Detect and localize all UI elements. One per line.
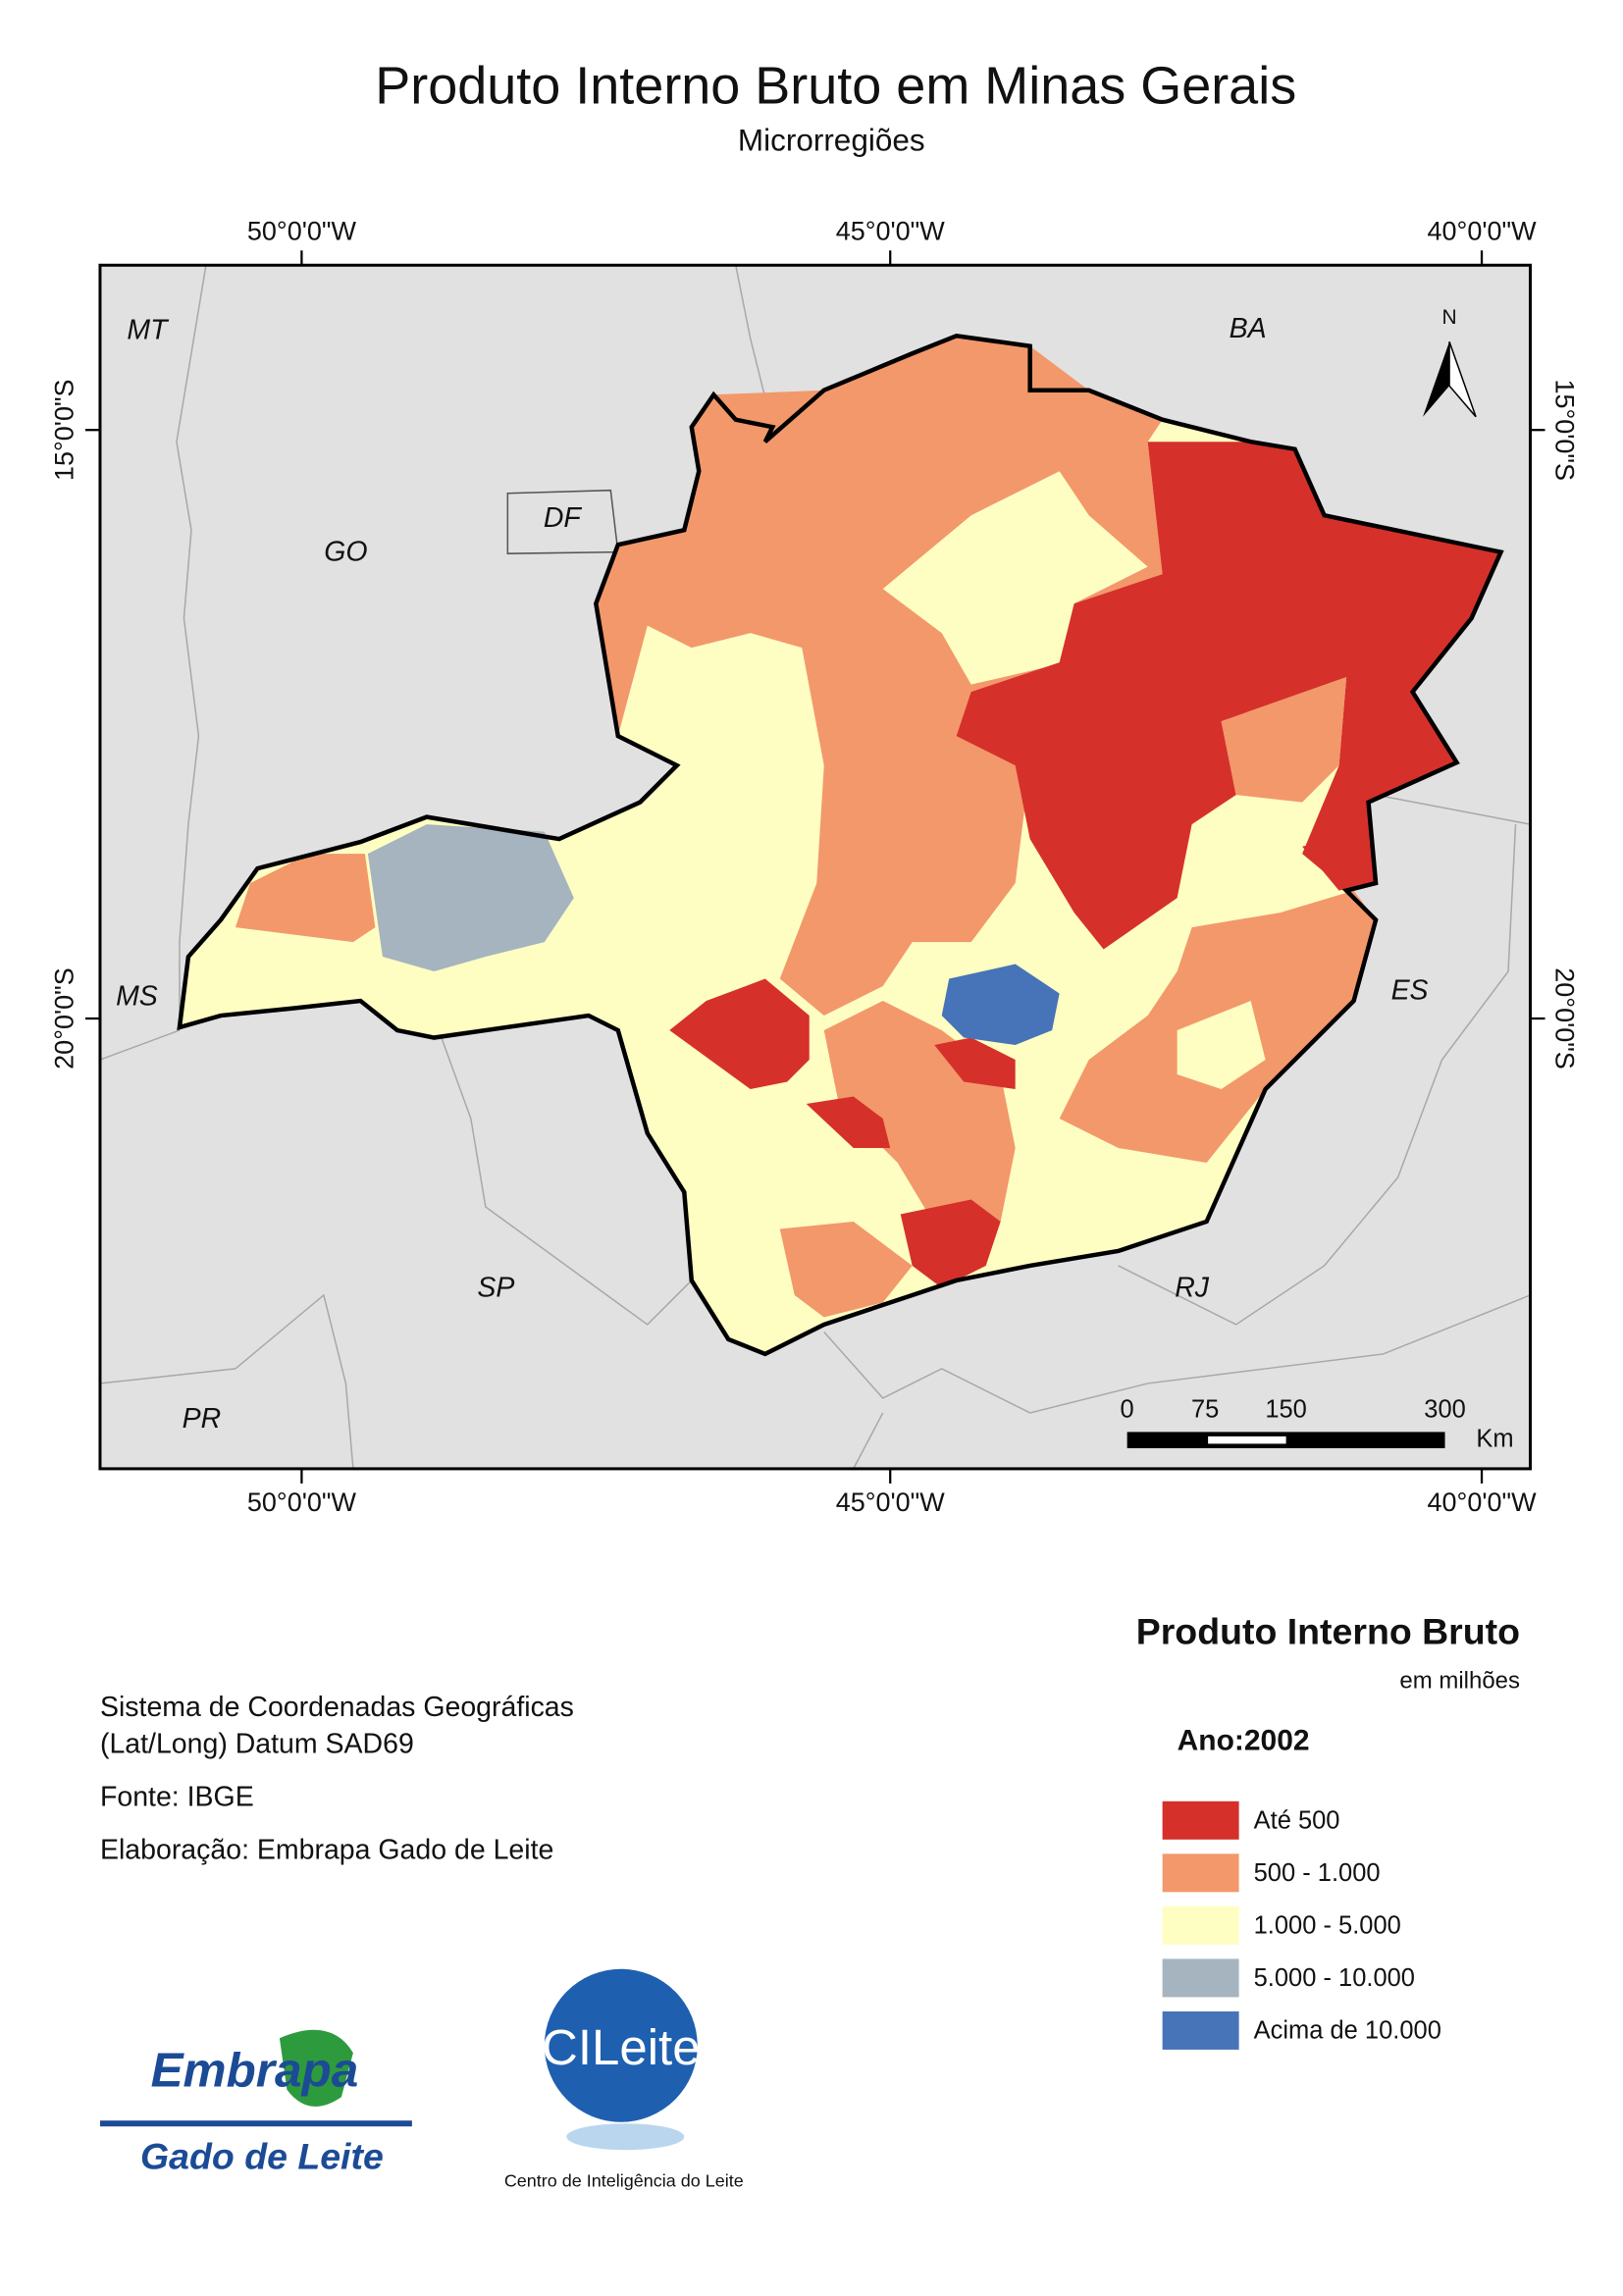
state-label: SP [477, 1272, 514, 1303]
scale-unit: Km [1476, 1425, 1513, 1452]
legend-swatch [1162, 1853, 1239, 1893]
regions [179, 336, 1501, 1354]
border [853, 1412, 884, 1470]
legend-title: Produto Interno Bruto [1136, 1610, 1520, 1651]
legend-swatch [1162, 1800, 1239, 1840]
legend-subtitle: em milhões [1399, 1667, 1520, 1694]
scale-label: 150 [1265, 1395, 1307, 1423]
lat-label: 15°0'0"S [1549, 379, 1579, 481]
region [882, 471, 1148, 685]
state-borders [99, 265, 1531, 1470]
region [779, 1221, 913, 1318]
title: Produto Interno Bruto em Minas Gerais [375, 56, 1296, 115]
legend: Até 500 500 - 1.000 1.000 - 5.000 5.000 - 1… [1162, 1800, 1441, 2050]
embrapa-logo: Embrapa Gado de Leite [99, 2029, 412, 2177]
region [669, 978, 810, 1090]
region [934, 1037, 1016, 1090]
note: Elaboração: Embrapa Gado de Leite [100, 1834, 553, 1865]
legend-label: Até 500 [1254, 1807, 1340, 1835]
lon-label: 50°0'0"W [247, 216, 357, 245]
note: Sistema de Coordenadas Geográficas [100, 1692, 574, 1723]
logo-leaf [279, 2029, 353, 2107]
lat-label: 20°0'0"S [1549, 967, 1579, 1070]
region [941, 964, 1060, 1046]
legend-label: 1.000 - 5.000 [1254, 1912, 1401, 1940]
region [1177, 1001, 1266, 1090]
state-label: PR [183, 1403, 222, 1435]
state-outline [177, 333, 1504, 1357]
border [99, 1029, 181, 1061]
region [956, 442, 1501, 950]
logo-text: CILeite [542, 2019, 701, 2075]
north-arrow [1448, 340, 1477, 418]
coast [823, 1294, 1531, 1414]
border [1118, 824, 1517, 1326]
lon-label: 45°0'0"W [836, 216, 946, 245]
region [235, 854, 376, 943]
legend-swatch [1162, 1905, 1239, 1945]
lon-label: 45°0'0"W [836, 1487, 946, 1517]
legend-year: Ano:2002 [1178, 1724, 1310, 1756]
state-label: MS [116, 981, 158, 1013]
note: (Lat/Long) Datum SAD69 [100, 1728, 414, 1759]
logo-shadow [566, 2123, 685, 2151]
lat-label: 20°0'0"S [50, 967, 79, 1070]
legend-label: Acima de 10.000 [1254, 2017, 1441, 2045]
logo-rule [99, 2120, 412, 2127]
state-label: GO [324, 537, 367, 568]
note: Fonte: IBGE [100, 1781, 254, 1812]
state-label: ES [1391, 975, 1429, 1007]
scale-bar-segment [1208, 1435, 1286, 1444]
state-label: DF [544, 502, 583, 534]
lat-label: 15°0'0"S [50, 379, 79, 481]
logo-circle [544, 1968, 698, 2122]
state-label: MT [127, 314, 170, 345]
region [900, 1199, 1001, 1288]
border [99, 1293, 354, 1469]
map-frame [98, 263, 1533, 1471]
logo-subtext: Gado de Leite [140, 2136, 384, 2177]
north-label: N [1441, 306, 1456, 329]
scale-label: 300 [1424, 1395, 1466, 1423]
subtitle: Microrregiões [738, 122, 925, 157]
border [1375, 794, 1531, 825]
state-label: BA [1230, 313, 1267, 344]
border [176, 265, 207, 1031]
logo-subtext: Centro de Inteligência do Leite [504, 2171, 744, 2191]
border [441, 1037, 693, 1326]
legend-swatch [1162, 2010, 1239, 2050]
lon-label: 50°0'0"W [247, 1487, 357, 1517]
scale-label: 75 [1191, 1395, 1219, 1423]
region [367, 824, 574, 972]
region [1302, 839, 1369, 891]
lon-label: 40°0'0"W [1428, 1487, 1538, 1517]
legend-swatch [1162, 1958, 1239, 1998]
region [1221, 677, 1347, 803]
scale-label: 0 [1121, 1395, 1134, 1423]
legend-label: 500 - 1.000 [1254, 1859, 1381, 1887]
lon-label: 40°0'0"W [1428, 216, 1538, 245]
region [806, 1096, 891, 1148]
graticule-ticks [84, 250, 1545, 1484]
state-label: RJ [1175, 1272, 1210, 1303]
legend-label: 5.000 - 10.000 [1254, 1964, 1415, 1992]
logo-text: Embrapa [151, 2044, 359, 2098]
cileite-logo: CILeite Centro de Inteligência do Leite [504, 1968, 744, 2191]
